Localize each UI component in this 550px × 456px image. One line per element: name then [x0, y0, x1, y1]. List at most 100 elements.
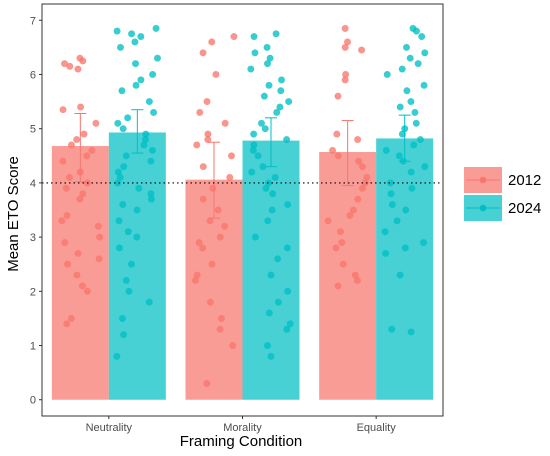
data-point-2024-neutrality [135, 184, 143, 192]
data-point-2024-equality [403, 87, 411, 95]
data-point-2012-neutrality [88, 146, 96, 154]
data-point-2024-morality [269, 190, 277, 198]
data-point-2012-morality [203, 97, 211, 106]
data-point-2024-neutrality [119, 200, 127, 209]
data-point-2012-morality [199, 49, 207, 57]
data-point-2012-neutrality [94, 222, 102, 230]
error-bar-2024-morality [265, 117, 277, 168]
data-point-2012-neutrality [74, 249, 82, 257]
data-point-2024-equality [407, 97, 415, 106]
data-point-2012-equality [336, 228, 345, 236]
data-point-2024-neutrality [137, 76, 145, 84]
data-point-2024-equality [402, 206, 410, 214]
data-point-2012-neutrality [80, 130, 88, 138]
data-point-2012-morality [230, 32, 238, 41]
data-point-2024-neutrality [115, 217, 123, 225]
legend-label-2024: 2024 [508, 200, 541, 217]
data-point-2012-morality [195, 238, 203, 247]
data-point-2024-morality [261, 125, 269, 133]
data-point-2012-neutrality [61, 238, 69, 247]
data-point-2024-equality [407, 328, 415, 336]
data-point-2024-equality [411, 108, 419, 117]
data-point-2012-equality [341, 24, 349, 32]
data-point-2012-neutrality [83, 152, 91, 160]
data-point-2012-neutrality [76, 195, 84, 203]
data-point-2024-equality [414, 60, 422, 68]
data-point-2024-morality [251, 233, 260, 241]
data-point-2024-neutrality [131, 38, 139, 46]
data-point-2012-neutrality [92, 119, 100, 127]
data-point-2024-morality [276, 103, 284, 111]
data-point-2024-morality [257, 119, 266, 127]
data-point-2024-equality [410, 141, 418, 149]
legend-key-point [479, 176, 487, 184]
data-point-2024-morality [267, 271, 275, 279]
data-point-2024-morality [268, 206, 276, 214]
data-point-2012-morality [199, 163, 207, 171]
data-point-2024-neutrality [132, 81, 140, 89]
data-point-2012-morality [226, 173, 234, 182]
legend-label-2012: 2012 [508, 172, 541, 189]
data-point-2024-neutrality [127, 260, 136, 268]
data-point-2024-equality [408, 184, 416, 192]
plot-area [41, 3, 444, 417]
data-point-2012-morality [221, 119, 229, 127]
data-point-2012-morality [208, 38, 216, 46]
x-axis-title: Framing Condition [180, 433, 303, 450]
data-point-2024-neutrality [149, 108, 158, 117]
data-point-2012-morality [206, 298, 214, 306]
data-point-2012-equality [353, 276, 362, 285]
data-point-2024-morality [283, 244, 291, 252]
data-point-2024-morality [283, 325, 291, 333]
data-point-2012-morality [196, 108, 204, 117]
data-point-2024-morality [254, 152, 262, 160]
data-point-2012-neutrality [96, 233, 104, 241]
data-point-2012-neutrality [78, 282, 86, 290]
data-point-2024-equality [421, 49, 429, 57]
data-point-2012-neutrality [67, 141, 76, 149]
bar-2012-neutrality [51, 146, 109, 400]
data-point-2024-equality [402, 43, 411, 51]
data-point-2024-neutrality [145, 298, 153, 306]
data-point-2024-equality [393, 217, 401, 225]
data-point-2012-neutrality [95, 255, 103, 263]
legend: 2012 2024 [464, 167, 541, 221]
data-point-2024-neutrality [148, 146, 157, 154]
data-point-2024-neutrality [131, 60, 140, 68]
y-tick-label: 3 [30, 232, 36, 244]
data-point-2024-equality [407, 168, 415, 176]
data-point-2012-morality [229, 341, 237, 350]
data-point-2024-equality [382, 146, 390, 154]
y-tick-label: 5 [30, 124, 36, 136]
data-point-2024-morality [284, 287, 292, 295]
data-point-2012-neutrality [60, 60, 69, 68]
data-point-2024-morality [267, 352, 275, 360]
data-point-2024-morality [250, 130, 258, 138]
data-point-2012-morality [208, 260, 216, 268]
data-point-2024-equality [396, 271, 404, 279]
data-point-2024-neutrality [152, 24, 160, 32]
y-tick-label: 2 [30, 286, 36, 298]
data-point-2012-equality [339, 260, 347, 268]
data-point-2024-morality [271, 173, 279, 182]
data-point-2024-equality [381, 228, 389, 236]
data-point-2012-equality [346, 211, 354, 220]
data-point-2012-equality [341, 76, 349, 84]
data-point-2012-neutrality [63, 260, 72, 268]
y-axis: 0 1 2 3 4 5 6 7 [30, 15, 42, 407]
data-point-2012-neutrality [74, 65, 82, 73]
data-point-2024-morality [274, 255, 282, 263]
data-point-2024-morality [263, 60, 272, 68]
data-point-2024-equality [383, 70, 391, 79]
data-point-2024-neutrality [125, 287, 133, 295]
data-point-2012-morality [203, 379, 211, 388]
data-point-2024-neutrality [137, 32, 145, 41]
data-point-2012-equality [358, 163, 366, 171]
data-point-2012-neutrality [65, 173, 74, 182]
data-point-2012-equality [332, 244, 340, 252]
x-tick-label-morality: Morality [223, 422, 262, 434]
data-point-2012-morality [216, 233, 224, 241]
data-point-2024-neutrality [133, 206, 141, 214]
error-bar-2012-equality [341, 120, 354, 187]
